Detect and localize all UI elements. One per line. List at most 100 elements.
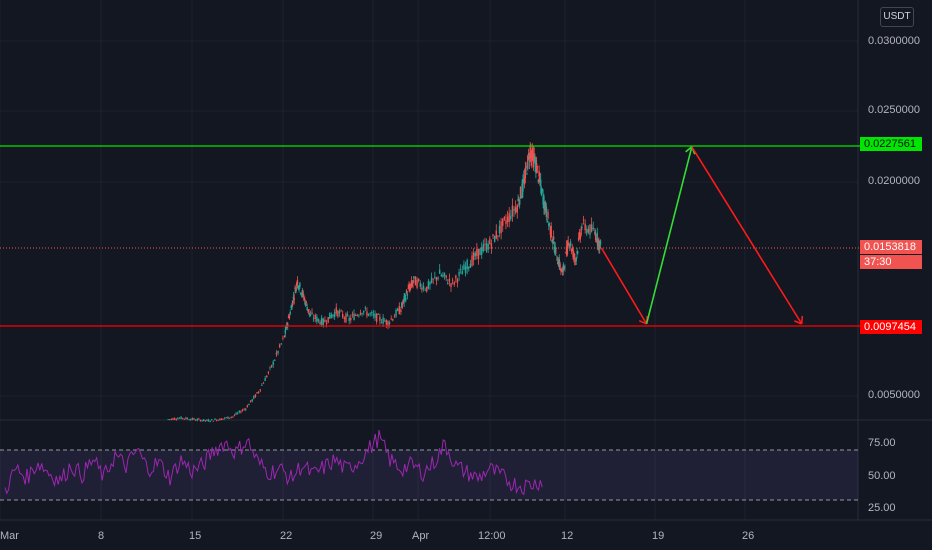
candle-body xyxy=(503,217,506,220)
time-tick: 19 xyxy=(652,530,665,542)
candle-body xyxy=(220,418,223,421)
candle-body xyxy=(295,283,298,286)
candle-body xyxy=(549,226,552,235)
time-tick: 29 xyxy=(370,530,383,542)
candle-body xyxy=(544,202,547,212)
candle-body xyxy=(471,255,473,266)
candle-body xyxy=(455,275,457,279)
candle-body xyxy=(474,252,476,257)
candle-body xyxy=(275,352,278,355)
candle-body xyxy=(520,196,523,199)
candle-body xyxy=(314,315,316,319)
candle-body xyxy=(548,223,551,225)
candle-body xyxy=(506,216,509,223)
candle-body xyxy=(574,260,577,262)
candle-body xyxy=(296,279,299,285)
rsi-panel xyxy=(0,429,858,501)
candle-body xyxy=(299,292,302,294)
candle-body xyxy=(417,278,420,281)
candle-body xyxy=(238,410,240,413)
candle-body xyxy=(297,285,299,289)
candle-body xyxy=(235,413,237,415)
candle-body xyxy=(554,246,556,256)
candle-body xyxy=(403,296,405,303)
candle-body xyxy=(316,316,318,322)
candle-body xyxy=(248,404,250,406)
candle-body xyxy=(538,170,540,177)
candle-body xyxy=(325,322,328,324)
candle-body xyxy=(551,240,553,242)
candle-body xyxy=(330,314,333,318)
candle-body xyxy=(329,312,331,319)
candle-body xyxy=(335,307,337,314)
candle-body xyxy=(464,266,467,273)
candle-body xyxy=(188,419,190,421)
candle-body xyxy=(577,251,579,253)
candle-body xyxy=(407,287,409,289)
candle-body xyxy=(413,276,415,279)
time-tick: 15 xyxy=(189,530,202,542)
candle-body xyxy=(236,412,239,414)
candle-body xyxy=(345,313,347,322)
candle-body xyxy=(359,312,362,315)
candle-body xyxy=(170,418,173,420)
price-tick: 0.0200000 xyxy=(868,175,920,187)
candle-body xyxy=(298,287,300,290)
candle-body xyxy=(193,418,195,420)
candle-body xyxy=(500,221,502,234)
candle-body xyxy=(295,289,297,293)
candle-body xyxy=(227,416,229,419)
candle-body xyxy=(586,229,588,234)
candle-body xyxy=(308,312,311,314)
candle-body xyxy=(565,246,568,255)
currency-badge[interactable]: USDT xyxy=(880,7,914,27)
candle-body xyxy=(377,314,379,315)
candle-body xyxy=(274,360,276,361)
candle-body xyxy=(261,385,263,386)
candle-body xyxy=(300,293,303,296)
candle-body xyxy=(544,203,546,211)
candle-body xyxy=(380,322,383,324)
candle-body xyxy=(217,419,219,421)
candle-body xyxy=(372,313,375,316)
time-tick: 8 xyxy=(98,530,105,542)
candle-body xyxy=(406,294,409,296)
candle-body xyxy=(568,245,570,247)
arrow-head xyxy=(638,319,647,325)
candle-body xyxy=(167,419,169,420)
candle-body xyxy=(511,205,514,217)
projection-arrow xyxy=(600,247,648,325)
grid xyxy=(0,0,932,521)
candle-body xyxy=(304,302,307,306)
candle-body xyxy=(596,232,598,244)
candle-body xyxy=(561,269,563,273)
candle-body xyxy=(410,280,413,287)
candle-body xyxy=(510,215,512,220)
candle-body xyxy=(290,307,292,308)
candle-body xyxy=(178,417,181,419)
candle-body xyxy=(172,418,174,420)
candle-body xyxy=(392,319,394,321)
level-label-top: 0.0227561 xyxy=(860,137,922,151)
candle-body xyxy=(312,318,315,320)
candle-body xyxy=(535,163,538,174)
candle-body xyxy=(366,311,368,316)
candle-body xyxy=(443,272,446,277)
candle-body xyxy=(495,230,497,239)
candle-body xyxy=(309,313,312,317)
candle-body xyxy=(555,247,557,249)
candle-body xyxy=(522,179,524,192)
candle-body xyxy=(502,218,504,226)
candle-body xyxy=(541,189,544,191)
candle-body xyxy=(382,317,384,324)
candle-body xyxy=(322,318,325,325)
candle-body xyxy=(468,266,470,269)
candle-body xyxy=(289,311,291,315)
candle-body xyxy=(401,302,403,308)
candle-body xyxy=(542,196,544,205)
price-tick: 0.0300000 xyxy=(868,35,920,47)
candle-body xyxy=(540,179,542,186)
candle-body xyxy=(595,240,598,242)
candle-body xyxy=(590,224,593,232)
